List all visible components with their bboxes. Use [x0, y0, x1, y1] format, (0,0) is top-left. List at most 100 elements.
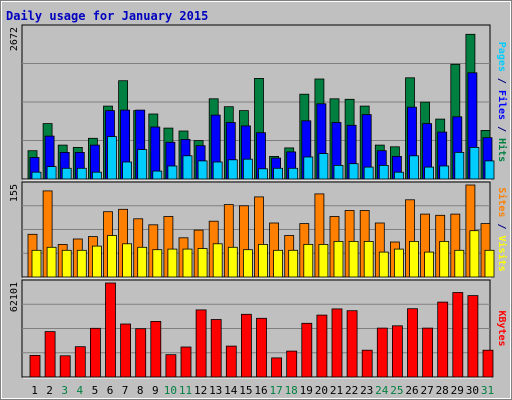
bar-sites-day-30	[469, 230, 480, 278]
bar-pages-day-1	[31, 171, 42, 180]
legend-item: Files	[496, 90, 508, 120]
day-label: 15	[239, 384, 252, 397]
bar-pages-day-24	[378, 164, 389, 180]
day-label: 11	[179, 384, 192, 397]
bar-kbytes-day-12	[195, 309, 207, 378]
y-max-label: 2672	[9, 27, 20, 51]
day-label: 18	[285, 384, 298, 397]
bar-kbytes-day-15	[240, 313, 252, 378]
bar-pages-day-19	[303, 156, 314, 180]
bar-kbytes-day-3	[59, 355, 71, 378]
legend-item: /	[496, 217, 507, 235]
bar-sites-day-13	[212, 243, 223, 278]
bar-sites-day-19	[303, 243, 314, 278]
bar-kbytes-day-6	[105, 282, 116, 378]
bar-sites-day-10	[167, 248, 178, 278]
bar-sites-day-5	[92, 245, 102, 278]
day-label: 5	[92, 384, 99, 397]
bar-kbytes-day-7	[120, 323, 131, 378]
series-legend: KBytes	[496, 310, 507, 346]
bar-sites-day-21	[333, 240, 344, 278]
bar-sites-day-1	[31, 249, 42, 278]
bar-sites-day-8	[137, 246, 148, 278]
bar-sites-day-14	[227, 246, 238, 278]
day-label: 28	[436, 384, 449, 397]
bar-kbytes-day-1	[29, 354, 41, 378]
day-axis-labels: 1 2 3 4 5 6 7 8 9 10 11 12 13 14 15 16 17 18 19 20 21 22 23 24 2…	[31, 384, 494, 397]
bar-pages-day-31	[484, 160, 495, 180]
bar-pages-day-26	[409, 155, 419, 180]
bar-sites-day-4	[76, 249, 87, 278]
bar-kbytes-day-28	[437, 301, 449, 378]
day-label: 31	[481, 384, 494, 397]
legend-item: Hits	[496, 138, 508, 162]
legend-item: /	[496, 72, 507, 90]
legend-item: /	[496, 120, 507, 138]
legend-item: KBytes	[496, 310, 507, 346]
bar-kbytes-day-22	[346, 310, 358, 378]
bar-sites-day-15	[242, 249, 253, 278]
bar-sites-day-24	[378, 251, 389, 278]
day-label: 8	[137, 384, 144, 397]
bar-kbytes-day-13	[210, 319, 222, 378]
bar-kbytes-day-10	[165, 354, 177, 378]
day-label: 7	[122, 384, 129, 397]
bar-kbytes-day-25	[391, 325, 403, 378]
bar-pages-day-16	[258, 168, 268, 180]
bar-sites-day-12	[197, 248, 208, 278]
bar-pages-day-18	[288, 167, 299, 180]
bar-sites-day-27	[424, 251, 435, 278]
bar-pages-day-3	[61, 167, 72, 180]
bar-kbytes-day-2	[44, 331, 56, 378]
bar-pages-day-2	[46, 166, 57, 180]
bar-kbytes-day-11	[180, 346, 192, 378]
day-label: 10	[164, 384, 177, 397]
bar-sites-day-31	[484, 249, 495, 278]
day-label: 17	[269, 384, 282, 397]
bar-pages-day-14	[227, 159, 238, 180]
bar-kbytes-day-17	[271, 357, 283, 378]
bar-pages-day-11	[182, 155, 193, 180]
bar-sites-day-9	[152, 249, 163, 278]
bar-kbytes-day-18	[286, 350, 298, 378]
bar-pages-day-20	[318, 153, 329, 180]
bar-pages-day-28	[439, 165, 450, 180]
day-label: 26	[405, 384, 418, 397]
bar-pages-day-30	[469, 146, 480, 180]
chart-title: Daily usage for January 2015	[6, 9, 208, 23]
bar-kbytes-day-14	[225, 345, 237, 378]
bar-kbytes-day-5	[90, 327, 101, 378]
bar-pages-day-17	[273, 167, 284, 180]
y-max-label: 155	[9, 184, 20, 202]
bar-kbytes-day-27	[422, 327, 434, 378]
y-max-label: 62101	[9, 282, 20, 312]
day-label: 23	[360, 384, 373, 397]
hits-panel: 2672 Pages / Files / Hits	[9, 24, 508, 181]
bar-pages-day-23	[363, 166, 374, 180]
bar-kbytes-day-26	[407, 308, 418, 378]
bar-pages-day-22	[348, 163, 359, 180]
day-label: 19	[300, 384, 313, 397]
day-label: 1	[31, 384, 38, 397]
day-label: 29	[451, 384, 464, 397]
bar-sites-day-23	[363, 240, 374, 278]
kbytes-panel: 62101 KBytes	[9, 279, 507, 379]
bar-sites-day-7	[122, 243, 132, 278]
day-label: 6	[107, 384, 114, 397]
day-label: 12	[194, 384, 207, 397]
bar-kbytes-day-21	[331, 308, 343, 378]
day-label: 22	[345, 384, 358, 397]
series-legend: Pages / Files / Hits	[496, 42, 508, 162]
day-label: 4	[76, 384, 83, 397]
day-label: 30	[466, 384, 479, 397]
bar-kbytes-day-24	[376, 327, 388, 378]
legend-item: Visits	[496, 236, 508, 272]
day-label: 9	[152, 384, 159, 397]
bar-pages-day-9	[152, 170, 163, 180]
bar-sites-day-28	[439, 240, 450, 278]
bar-sites-day-26	[409, 240, 419, 278]
bar-kbytes-day-31	[482, 349, 494, 378]
visits-panel: 155 Sites / Visits	[9, 181, 508, 279]
